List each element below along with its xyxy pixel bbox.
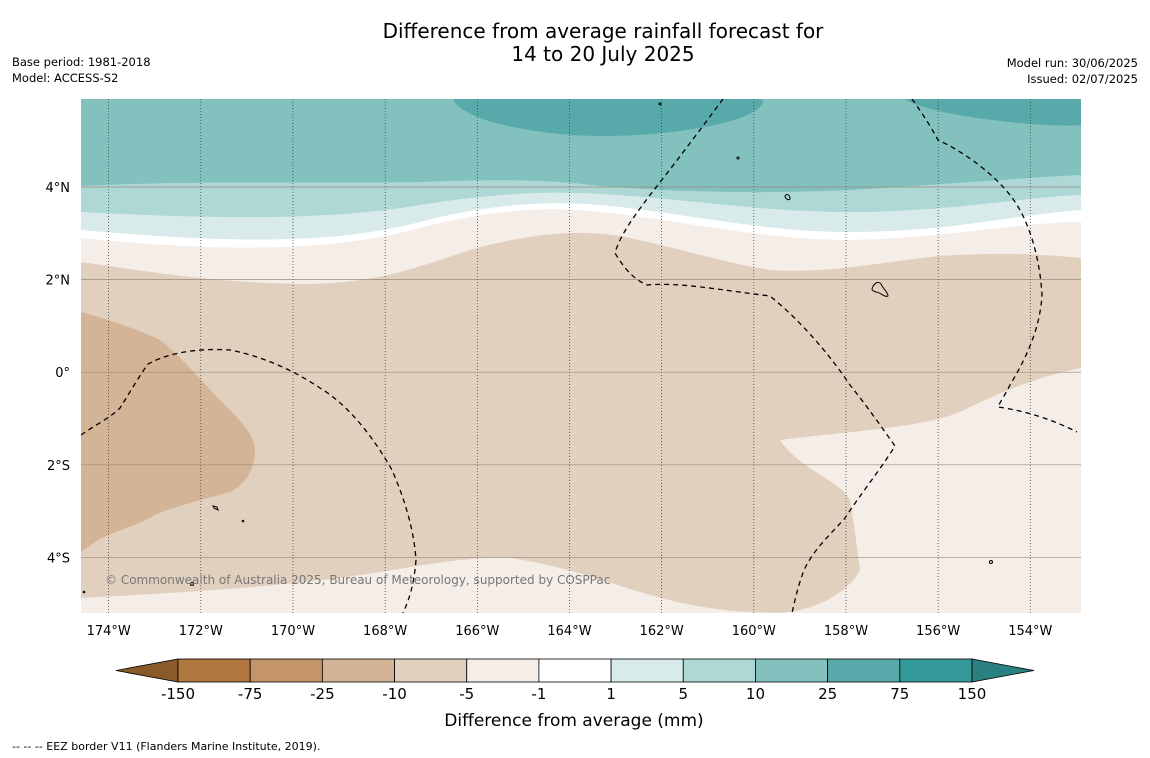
lat-tick-label: 2°N (46, 274, 71, 289)
colorbar-tick-label: 5 (678, 685, 688, 703)
colorbar-label: Difference from average (mm) (444, 711, 703, 731)
model-text: Model: ACCESS-S2 (12, 71, 119, 85)
colorbar-segment (682, 658, 756, 683)
chart-title: Difference from average rainfall forecas… (0, 20, 1150, 66)
gridlines (81, 99, 1081, 613)
colorbar-segment (538, 658, 612, 683)
issued-text: Issued: 02/07/2025 (1027, 72, 1138, 86)
colorbar-segment (321, 658, 395, 683)
island-small-5 (989, 560, 993, 564)
eez-border-central (614, 99, 896, 613)
title-line-1: Difference from average rainfall forecas… (382, 19, 824, 43)
lon-tick-label: 158°W (824, 624, 868, 639)
model-run-text: Model run: 30/06/2025 (1006, 56, 1138, 70)
lat-tick-label: 0° (55, 366, 70, 381)
lon-tick-label: 160°W (732, 624, 776, 639)
colorbar-extend-low (115, 658, 179, 683)
tick-labels: 174°W 172°W 170°W 168°W 166°W 164°W 162°W 160°W… (46, 181, 1053, 639)
island-small-6 (82, 590, 86, 594)
lat-tick-label: 4°S (47, 551, 70, 566)
base-period-text: Base period: 1981-2018 (12, 55, 151, 69)
island-small-1 (658, 102, 662, 106)
lon-tick-label: 174°W (87, 624, 131, 639)
colorbar-tick-label: -150 (161, 685, 195, 703)
colorbar-segment (177, 658, 251, 683)
eez-border-east (911, 99, 1078, 433)
lon-tick-label: 170°W (271, 624, 315, 639)
island-north-atoll (784, 194, 791, 201)
lon-tick-label: 162°W (640, 624, 684, 639)
title-line-2: 14 to 20 July 2025 (511, 42, 695, 66)
map-area (81, 99, 1081, 613)
colorbar-tick-label: -75 (238, 685, 263, 703)
meta-right: Model run: 30/06/2025 Issued: 02/07/2025 (1007, 55, 1138, 87)
colorbar-segment (899, 658, 973, 683)
island-kiritimati (871, 281, 889, 297)
colorbar: -150 -75 -25 -10 -5 -1 1 5 10 25 75 150 (115, 658, 1035, 703)
lon-tick-label: 168°W (363, 624, 407, 639)
colorbar-tick-label: -25 (310, 685, 335, 703)
copyright-text: © Commonwealth of Australia 2025, Bureau… (105, 573, 610, 587)
colorbar-tick-label: -1 (531, 685, 546, 703)
lon-tick-label: 156°W (916, 624, 960, 639)
eez-border-west (81, 348, 417, 613)
lon-tick-label: 172°W (179, 624, 223, 639)
lat-tick-label: 2°S (47, 459, 70, 474)
colorbar-tick-label: 25 (818, 685, 837, 703)
colorbar-extend-high (971, 658, 1035, 683)
colorbar-tick-label: -10 (382, 685, 407, 703)
anomaly-patch-25-75-centre (453, 99, 763, 137)
anomaly-patch-25-75-east (905, 99, 1081, 126)
colorbar-segment (610, 658, 684, 683)
anomaly-band-10-25 (81, 99, 1081, 193)
colorbar-tick-label: 75 (890, 685, 909, 703)
lon-tick-label: 166°W (455, 624, 499, 639)
colorbar-segment (249, 658, 323, 683)
colorbar-tick-label: 1 (606, 685, 616, 703)
island-west-atoll (212, 505, 219, 511)
lon-tick-label: 164°W (547, 624, 591, 639)
colorbar-segment (755, 658, 829, 683)
meta-left: Base period: 1981-2018 Model: ACCESS-S2 (12, 54, 151, 86)
anomaly-band-neg5-neg10 (81, 232, 1081, 613)
colorbar-tick-label: 10 (746, 685, 765, 703)
lat-tick-label: 4°N (46, 181, 71, 196)
colorbar-tick-label: 150 (958, 685, 987, 703)
colorbar-segment (394, 658, 468, 683)
lon-tick-label: 154°W (1008, 624, 1052, 639)
anomaly-patch-south (81, 557, 780, 613)
island-small-3 (241, 519, 245, 523)
footer-note: -- -- -- EEZ border V11 (Flanders Marine… (12, 740, 321, 753)
colorbar-segment (827, 658, 901, 683)
island-small-4 (190, 582, 194, 586)
colorbar-segment (466, 658, 540, 683)
island-outlines (82, 102, 993, 594)
colorbar-tick-label: -5 (459, 685, 474, 703)
island-small-2 (736, 156, 740, 160)
eez-borders (81, 99, 1078, 613)
